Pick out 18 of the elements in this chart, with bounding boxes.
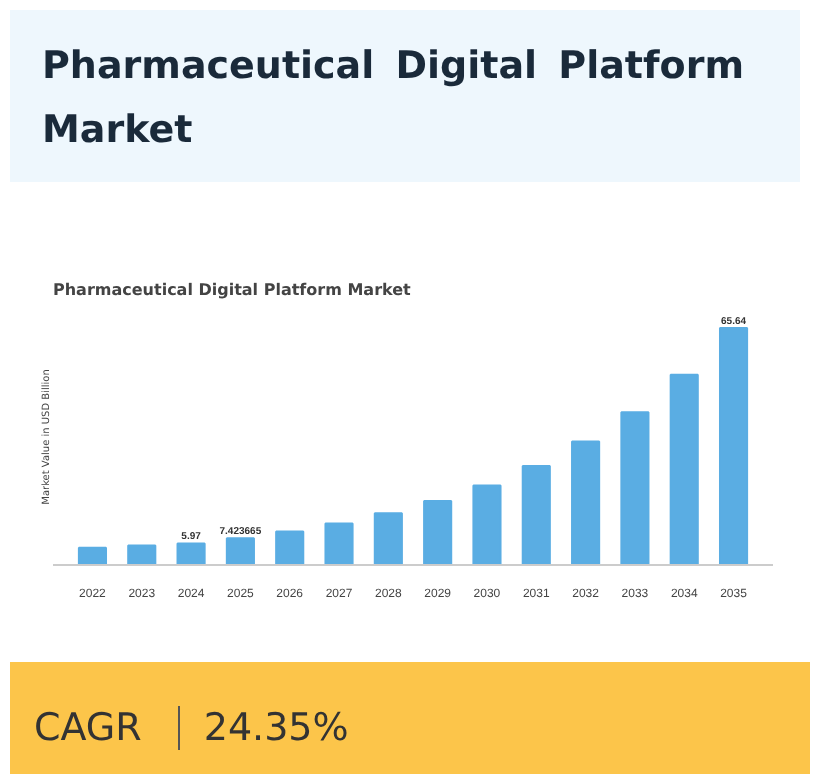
text: 24.35% bbox=[201, 706, 349, 750]
bar bbox=[225, 537, 255, 565]
bar bbox=[127, 544, 157, 565]
bar bbox=[571, 440, 601, 565]
chart-title: Pharmaceutical Digital Platform Market bbox=[10, 10, 800, 182]
bar bbox=[373, 512, 403, 565]
chart-subtitle: Pharmaceutical Digital Platform Market bbox=[53, 281, 412, 299]
bar bbox=[669, 373, 699, 565]
bar bbox=[620, 411, 650, 565]
bar bbox=[718, 326, 749, 565]
bar bbox=[176, 542, 206, 565]
bar bbox=[472, 484, 502, 565]
bar bbox=[521, 465, 551, 565]
bar bbox=[77, 546, 108, 565]
bar bbox=[324, 522, 354, 565]
bar bbox=[423, 500, 453, 565]
text: CAGR bbox=[10, 706, 180, 750]
bar bbox=[275, 530, 305, 565]
